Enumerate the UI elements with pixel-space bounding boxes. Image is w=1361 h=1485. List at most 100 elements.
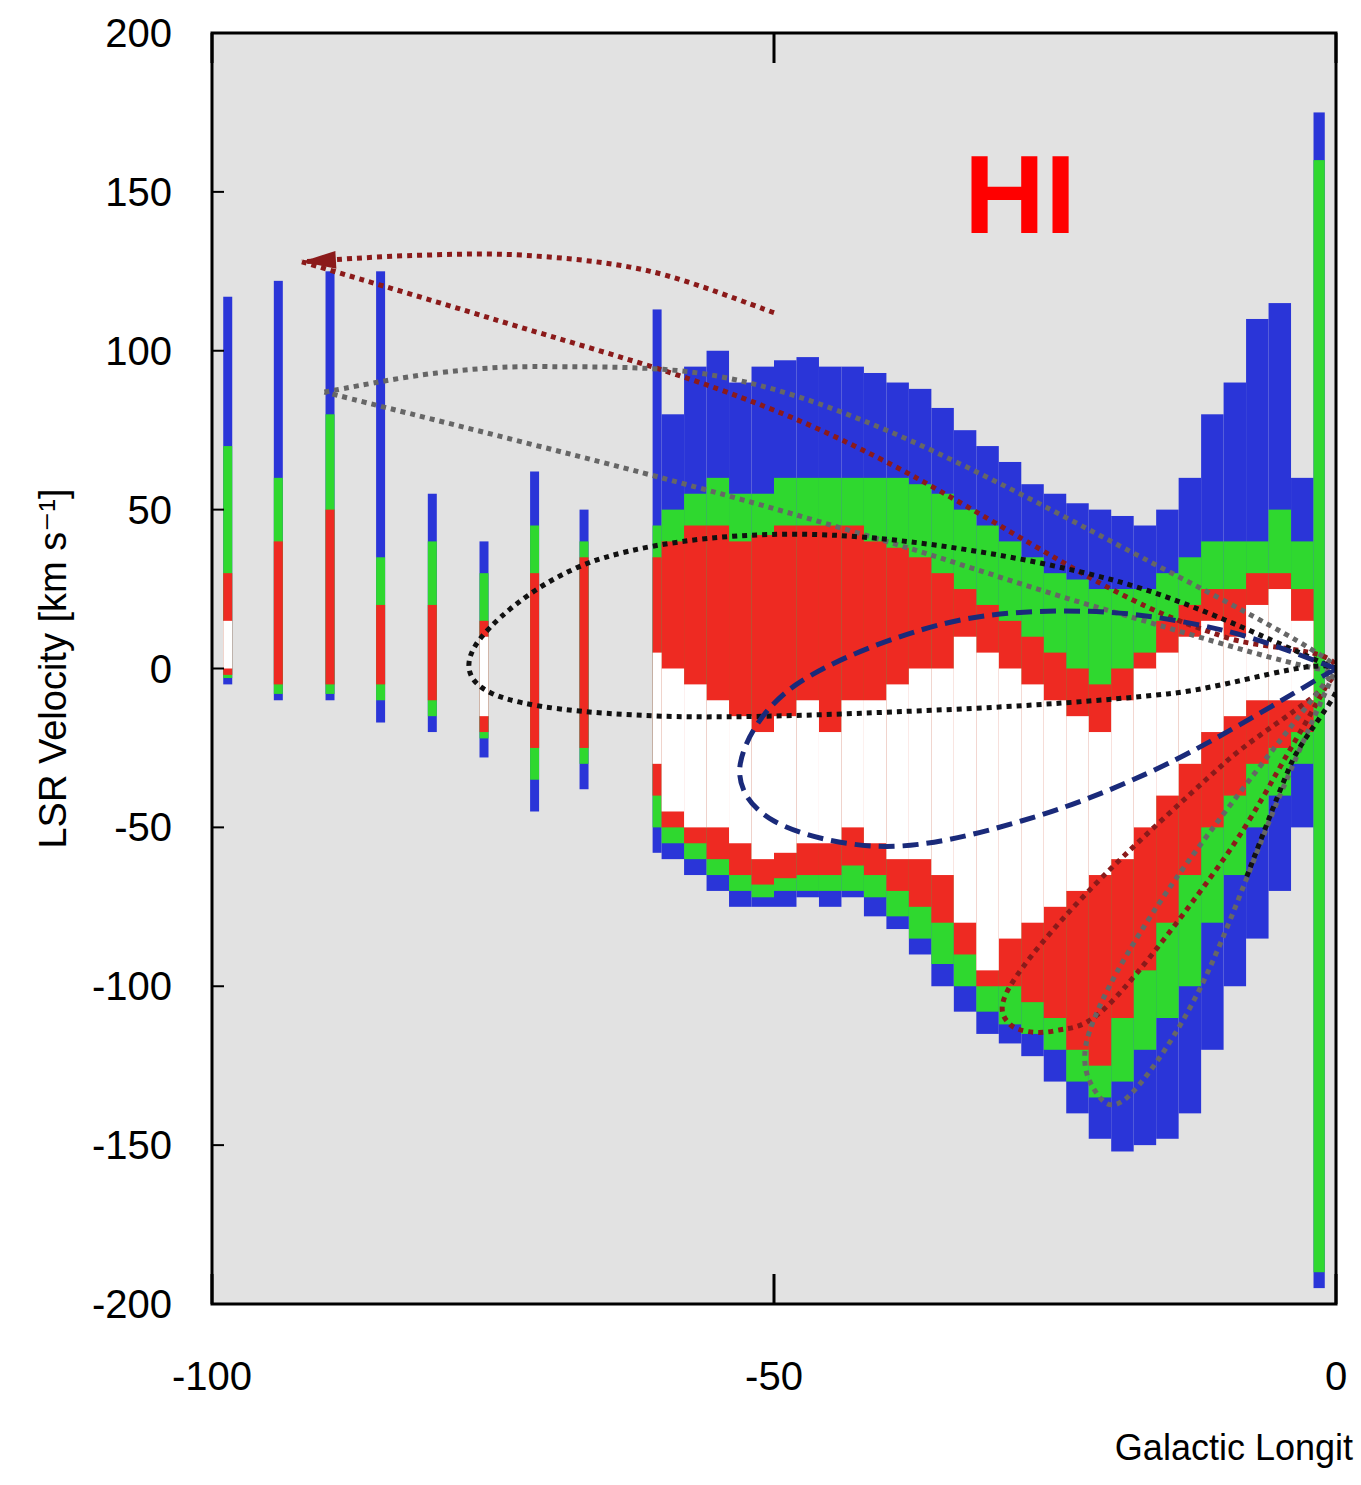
emission-strip [1066,503,1088,1113]
y-tick [212,668,224,670]
emission-strip [796,700,818,843]
emission-strip [954,589,976,954]
x-tick [773,33,776,63]
emission-strip [999,462,1021,1043]
y-tick [212,1144,224,1146]
emission-strip [954,430,976,1011]
y-tick [212,509,224,511]
emission-strip [326,271,335,700]
emission-strip [530,471,539,811]
emission-strip [954,510,976,987]
emission-strip [909,669,931,860]
x-tick [1335,33,1338,63]
emission-strip [729,541,751,875]
emission-strip [1134,669,1156,828]
y-tick [212,32,224,34]
emission-strip [653,309,662,852]
emission-strip [841,700,863,827]
emission-strip [752,494,774,898]
x-tick-label: 0 [1325,1354,1347,1398]
emission-strip [326,414,335,694]
emission-strip [909,389,931,955]
emission-strip [684,494,706,859]
emission-strip [1111,589,1133,1082]
curve [302,262,1336,1033]
emission-strip [530,526,539,780]
emission-strip [580,541,589,763]
emission-strip [530,573,539,748]
emission-strip [223,621,232,669]
emission-strip [886,548,908,891]
curve [1085,669,1336,1105]
emission-strip [274,478,283,694]
emission-strip [1044,653,1066,1018]
emission-strip [1066,669,1088,1050]
emission-strip [841,526,863,866]
emission-strip [819,478,841,891]
y-tick [212,985,224,987]
emission-strip [1156,573,1178,1018]
emission-strip [223,297,232,685]
emission-strip [796,526,818,876]
emission-strip [653,653,662,764]
emission-strip [1134,653,1156,971]
emission-strip [1044,700,1066,907]
emission-strip [1156,510,1178,1139]
y-tick-label: 100 [105,329,172,373]
emission-strip [752,535,774,885]
emission-strip [1224,589,1246,796]
emission-strip [1269,303,1291,891]
y-tick [212,350,224,352]
emission-strip [1314,160,1325,1272]
y-tick [212,191,224,193]
emission-strip [819,732,841,843]
emission-strip [999,669,1021,939]
emission-strip [480,637,489,716]
emission-strip [662,541,684,827]
y-tick-label: 150 [105,170,172,214]
emission-strip [752,732,774,859]
emission-strip [1134,526,1156,1146]
emission-strip [1089,589,1111,1097]
emission-strip [954,637,976,923]
emission-strip [376,271,385,722]
arrowhead [302,251,336,269]
y-tick-label: -50 [114,805,172,849]
emission-strip [976,446,998,1034]
emission-strip [1111,669,1133,1019]
x-tick [211,33,214,63]
emission-strip [653,557,662,795]
emission-strip [819,526,841,876]
emission-strip [223,446,232,678]
y-tick [212,1303,224,1305]
emission-strip [707,351,729,891]
emission-strip [1134,589,1156,1050]
emission-strip [976,653,998,971]
y-tick-label: -150 [92,1123,172,1167]
y-tick-label: 50 [128,488,173,532]
emission-strip [729,383,751,907]
emission-strip [1201,414,1223,1050]
emission-strip [684,526,706,844]
emission-strip [376,605,385,684]
emission-strip [864,700,886,843]
emission-strip [428,541,437,716]
emission-strip [1179,478,1201,1114]
emission-strip [976,605,998,986]
emission-strip [1111,700,1133,859]
y-tick-label: -200 [92,1282,172,1326]
emission-strip [1021,684,1043,922]
y-tick-label: -100 [92,964,172,1008]
x-axis-title: Galactic Longit [1115,1427,1353,1468]
emission-strip [1089,510,1111,1139]
emission-strip [684,684,706,827]
emission-strip [223,573,232,675]
x-tick-label: -50 [745,1354,803,1398]
emission-strip [480,541,489,757]
frame [212,33,1336,1304]
data-group [223,112,1336,1288]
emission-strip [1021,484,1043,1056]
emission-strip [428,494,437,732]
emission-strip [819,367,841,907]
emission-strip [931,494,953,964]
